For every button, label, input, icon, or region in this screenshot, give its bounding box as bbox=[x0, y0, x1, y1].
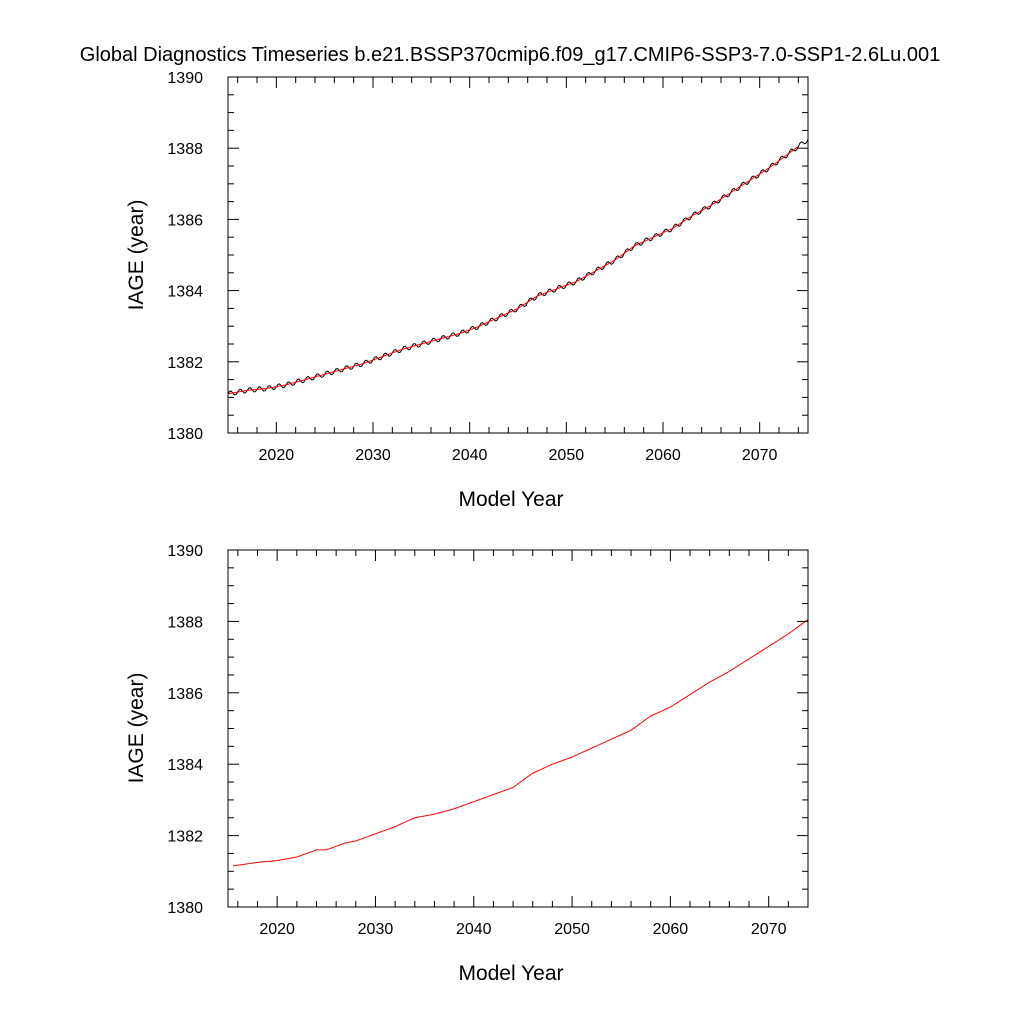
top-panel-y-tick-label-1382: 1382 bbox=[167, 355, 203, 372]
top-panel-x-tick-label-2050: 2050 bbox=[549, 447, 585, 464]
bottom-panel-x-tick-label-2060: 2060 bbox=[653, 921, 689, 938]
top-panel-series bbox=[227, 139, 809, 396]
bottom-panel-series-line-0 bbox=[232, 619, 809, 867]
top-panel-y-tick-label-1384: 1384 bbox=[167, 284, 203, 301]
top-panel-y-tick-label-1380: 1380 bbox=[167, 426, 203, 443]
bottom-panel-x-axis-label: Model Year bbox=[458, 962, 563, 985]
top-panel-y-axis-label: IAGE (year) bbox=[125, 200, 148, 311]
top-panel-y-tick-label-1386: 1386 bbox=[167, 212, 203, 229]
bottom-panel-x-tick-label-2050: 2050 bbox=[554, 921, 590, 938]
bottom-panel-x-tick-label-2030: 2030 bbox=[358, 921, 394, 938]
top-panel: 1380 1382 1384 1386 1388 1390 2020 2030 2040 205… bbox=[125, 70, 809, 511]
bottom-panel-x-tick-label-2040: 2040 bbox=[456, 921, 492, 938]
top-panel-frame bbox=[227, 76, 809, 434]
top-panel-x-axis-label: Model Year bbox=[458, 488, 563, 511]
top-panel-x-tick-labels: 2020 2030 2040 2050 2060 2070 bbox=[259, 447, 778, 464]
top-panel-y-tick-label-1388: 1388 bbox=[167, 141, 203, 158]
top-panel-x-tick-label-2020: 2020 bbox=[259, 447, 295, 464]
top-panel-x-tick-label-2040: 2040 bbox=[452, 447, 488, 464]
top-panel-x-tick-label-2030: 2030 bbox=[355, 447, 391, 464]
bottom-panel-x-tick-label-2070: 2070 bbox=[751, 921, 787, 938]
bottom-panel-x-tick-labels: 2020 2030 2040 2050 2060 2070 bbox=[259, 921, 786, 938]
top-panel-x-tick-label-2060: 2060 bbox=[645, 447, 681, 464]
bottom-panel-y-tick-labels: 1380 1382 1384 1386 1388 1390 bbox=[167, 543, 203, 917]
top-panel-y-tick-label-1390: 1390 bbox=[167, 70, 203, 87]
top-panel-ticks bbox=[228, 76, 808, 434]
bottom-panel: 1380 1382 1384 1386 1388 1390 2020 2030 2040 205… bbox=[125, 543, 809, 985]
bottom-panel-frame bbox=[227, 549, 809, 908]
bottom-panel-y-tick-label-1390: 1390 bbox=[167, 543, 203, 560]
top-panel-x-tick-label-2070: 2070 bbox=[742, 447, 778, 464]
bottom-panel-y-tick-label-1384: 1384 bbox=[167, 757, 203, 774]
bottom-panel-ticks bbox=[228, 549, 809, 908]
bottom-panel-x-tick-label-2020: 2020 bbox=[259, 921, 295, 938]
bottom-panel-series bbox=[232, 619, 809, 867]
bottom-panel-y-tick-label-1386: 1386 bbox=[167, 686, 203, 703]
top-panel-series-line-0 bbox=[227, 139, 809, 396]
bottom-panel-y-tick-label-1380: 1380 bbox=[167, 900, 203, 917]
top-panel-series-line-1 bbox=[227, 146, 799, 395]
top-panel-y-tick-labels: 1380 1382 1384 1386 1388 1390 bbox=[167, 70, 203, 443]
bottom-panel-y-axis-label: IAGE (year) bbox=[125, 673, 148, 784]
bottom-panel-y-tick-label-1382: 1382 bbox=[167, 829, 203, 846]
figure-title: Global Diagnostics Timeseries b.e21.BSSP… bbox=[80, 44, 940, 66]
bottom-panel-y-tick-label-1388: 1388 bbox=[167, 614, 203, 631]
